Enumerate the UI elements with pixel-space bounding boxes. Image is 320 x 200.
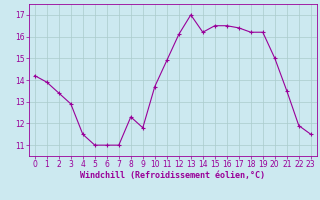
X-axis label: Windchill (Refroidissement éolien,°C): Windchill (Refroidissement éolien,°C) (80, 171, 265, 180)
